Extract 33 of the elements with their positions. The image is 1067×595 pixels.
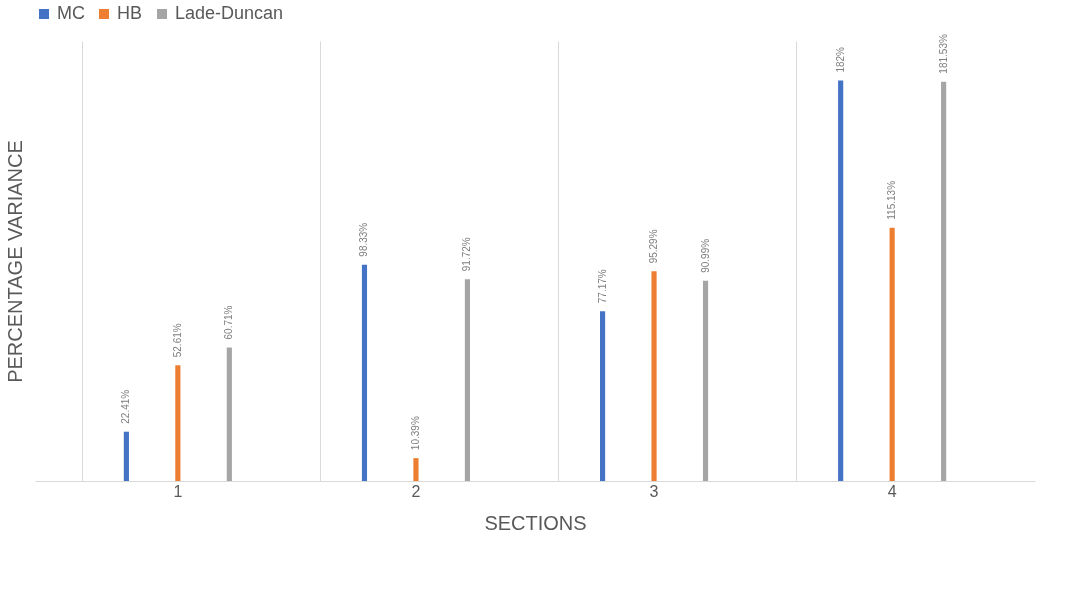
bar [838,80,844,481]
bar [702,280,709,481]
bar [361,264,368,481]
legend-label: Lade-Duncan [175,3,284,23]
x-tick-label: 2 [411,482,421,500]
legend-label: HB [117,3,143,23]
bar [599,311,606,481]
data-label: 90.99% [699,238,711,273]
bar [413,458,419,481]
y-axis-title: PERCENTAGE VARIANCE [3,140,26,383]
data-label: 182% [834,46,846,73]
bar [651,271,657,481]
bar [123,431,129,481]
data-label: 95.29% [648,229,660,264]
bar [941,81,947,481]
x-axis-title: SECTIONS [484,511,587,534]
data-label: 98.33% [358,222,370,257]
data-label: 91.72% [461,237,473,272]
bar [175,365,181,481]
data-label: 10.39% [409,416,421,451]
data-label: 60.71% [223,305,235,340]
bar [226,347,232,481]
x-tick-label: 3 [649,482,659,500]
data-label: 115.13% [886,180,898,220]
legend-label: MC [57,3,85,23]
bar [464,279,471,481]
data-label: 22.41% [120,389,132,424]
x-tick-label: 4 [887,482,897,500]
x-tick-label: 1 [173,482,183,500]
data-label: 77.17% [596,269,608,304]
data-label: 181.53% [937,34,949,74]
bar [889,227,895,481]
data-label: 52.61% [171,323,183,358]
